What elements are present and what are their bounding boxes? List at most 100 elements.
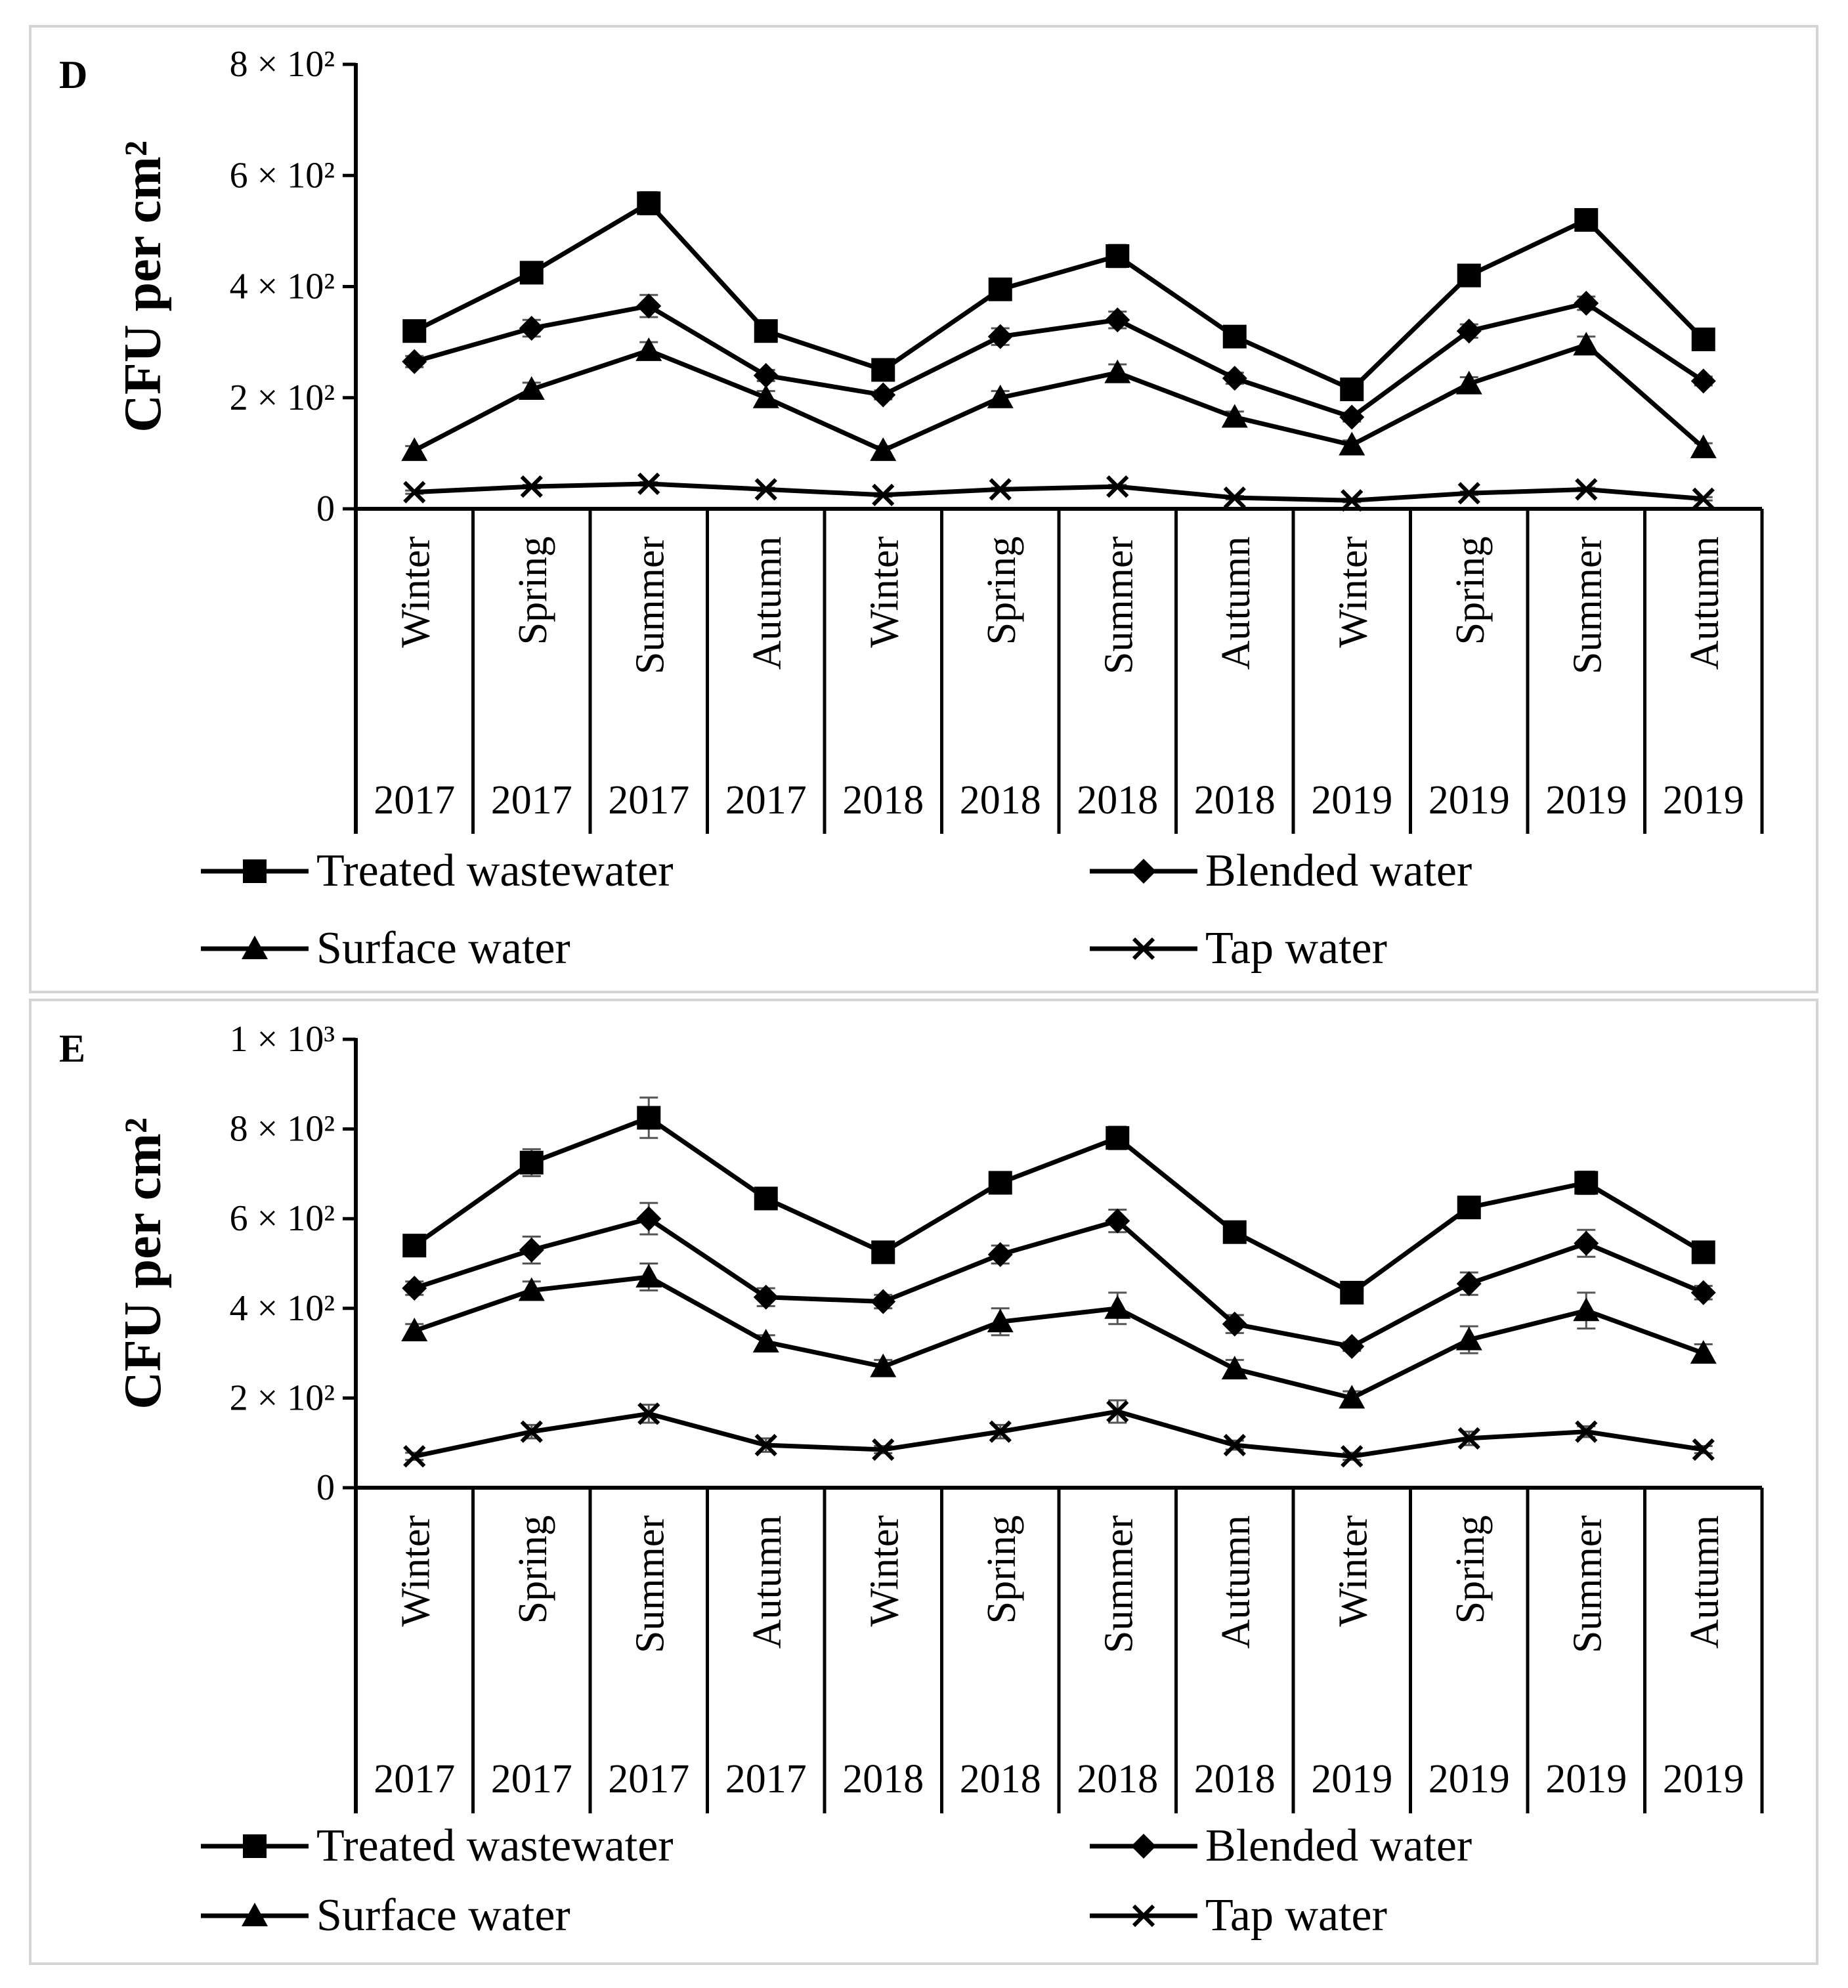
x-tick-label-season: Summer xyxy=(1565,536,1610,674)
tap-water-marker-stroke xyxy=(1106,475,1129,498)
legend-label: Tap water xyxy=(1205,923,1387,974)
y-tick-label: 0 xyxy=(316,488,335,529)
treated-wastewater-marker xyxy=(1222,1220,1247,1244)
x-tick-label-year: 2019 xyxy=(1429,778,1510,823)
x-tick-label-year: 2018 xyxy=(960,778,1041,823)
tap-water-series xyxy=(403,1399,1715,1468)
blended-water-marker xyxy=(1339,1333,1365,1359)
tap-water-line xyxy=(414,481,1704,503)
blended-water-marker xyxy=(870,1289,896,1314)
blended-water-marker xyxy=(1222,1311,1247,1337)
surface-water-marker xyxy=(1221,404,1248,428)
x-tick-label-season: Spring xyxy=(511,1515,555,1624)
tap-water-marker-stroke xyxy=(520,1420,543,1443)
x-tick-label-year: 2019 xyxy=(1663,1757,1744,1802)
surface-water-marker xyxy=(752,1329,779,1353)
panel-label: D xyxy=(59,53,87,97)
y-tick-label: 6 × 10² xyxy=(230,155,335,196)
legend-label: Surface water xyxy=(316,923,570,974)
legend-item-tap-water: Tap water xyxy=(1090,1890,1387,1941)
surface-water-marker xyxy=(870,1353,897,1377)
chart-panel-d: D CFU per cm² 0 2 × 10² 4 × 10² 6 × 10² 8 × 10… xyxy=(29,25,1818,993)
surface-water-series xyxy=(401,332,1717,462)
treated-wastewater-marker xyxy=(519,261,544,285)
legend-square-icon xyxy=(243,1834,267,1858)
x-tick-label-season: Summer xyxy=(628,1515,672,1653)
treated-wastewater-marker xyxy=(1106,1126,1130,1150)
x-tick-label-year: 2017 xyxy=(374,778,455,823)
panel-label: E xyxy=(59,1027,85,1070)
tap-water-marker-stroke xyxy=(1692,1438,1715,1461)
blended-water-marker xyxy=(1574,1230,1599,1256)
tap-water-marker xyxy=(1692,1438,1715,1461)
x-tick-label-season: Autumn xyxy=(1683,536,1727,670)
x-tick-label-year: 2017 xyxy=(608,778,689,823)
tap-water-marker-stroke xyxy=(1341,489,1364,512)
blended-water-marker xyxy=(1456,1271,1482,1297)
legend-item-surface-water: Surface water xyxy=(201,923,570,974)
x-tick-label-season: Summer xyxy=(1096,536,1141,674)
x-tick-label-season: Winter xyxy=(862,1515,907,1627)
tap-water-marker xyxy=(989,1420,1012,1443)
surface-water-marker xyxy=(518,1277,545,1301)
legend-label: Treated wastewater xyxy=(316,1821,674,1871)
surface-water-marker xyxy=(987,384,1014,408)
treated-wastewater-marker xyxy=(1691,327,1715,351)
blended-water-marker xyxy=(1105,307,1130,333)
tap-water-marker-stroke xyxy=(1132,1904,1155,1928)
surface-water-marker xyxy=(401,437,428,462)
blended-water-marker xyxy=(636,1206,662,1232)
x-tick-label-year: 2017 xyxy=(491,1757,572,1802)
x-tick-label-season: Winter xyxy=(1331,536,1375,648)
legend-triangle-icon xyxy=(242,1903,268,1926)
tap-water-marker-stroke xyxy=(637,472,660,496)
tap-water-marker-stroke xyxy=(520,475,543,498)
surface-water-marker xyxy=(1690,1340,1717,1364)
x-tick-label-season: Autumn xyxy=(1683,1515,1727,1649)
surface-water-marker xyxy=(1690,434,1717,458)
x-tick-label-season: Spring xyxy=(1448,536,1493,645)
tap-water-marker-stroke xyxy=(1457,482,1480,505)
legend-item-tap-water: Tap water xyxy=(1090,923,1387,974)
legend-x-icon xyxy=(1132,937,1155,961)
treated-wastewater-marker xyxy=(1222,324,1247,349)
x-tick-label-year: 2017 xyxy=(491,778,572,823)
surface-water-marker xyxy=(1573,1297,1600,1322)
blended-water-marker xyxy=(870,382,896,408)
y-tick-label: 4 × 10² xyxy=(230,267,335,307)
tap-water-marker xyxy=(872,1438,895,1461)
tap-water-marker-stroke xyxy=(403,1445,426,1468)
x-tick-label-season: Autumn xyxy=(1214,536,1258,670)
blended-water-marker xyxy=(1690,368,1716,394)
blended-water-marker xyxy=(1222,366,1247,391)
tap-water-marker xyxy=(754,478,777,501)
tap-water-marker xyxy=(1692,487,1715,510)
blended-water-series xyxy=(402,1201,1716,1359)
treated-wastewater-marker xyxy=(754,1186,778,1211)
x-tick-label-year: 2017 xyxy=(608,1757,689,1802)
y-tick-label: 8 × 10² xyxy=(230,1109,335,1150)
blended-water-line xyxy=(414,1216,1705,1349)
y-tick-label: 0 xyxy=(316,1467,335,1508)
surface-water-line xyxy=(413,342,1706,453)
surface-water-series xyxy=(401,1263,1717,1409)
legend-label: Blended water xyxy=(1205,1821,1472,1871)
x-tick-label-season: Summer xyxy=(1565,1515,1610,1653)
treated-wastewater-marker xyxy=(1574,207,1599,232)
x-tick-label-year: 2019 xyxy=(1545,778,1627,823)
x-tick-label-season: Winter xyxy=(393,1515,438,1627)
tap-water-marker xyxy=(1575,478,1598,501)
treated-wastewater-line xyxy=(413,201,1706,392)
surface-water-marker xyxy=(635,337,662,361)
legend-diamond-icon xyxy=(1131,1834,1156,1859)
surface-water-marker xyxy=(635,1263,662,1287)
treated-wastewater-marker xyxy=(637,1106,661,1130)
surface-water-marker xyxy=(1104,359,1131,383)
treated-wastewater-marker xyxy=(1691,1240,1715,1264)
treated-wastewater-marker xyxy=(1574,1171,1599,1195)
treated-wastewater-marker xyxy=(871,1240,895,1264)
y-tick-label: 1 × 10³ xyxy=(230,1019,335,1060)
treated-wastewater-marker xyxy=(754,319,778,343)
surface-water-marker xyxy=(1455,370,1482,395)
surface-water-marker xyxy=(870,437,897,462)
